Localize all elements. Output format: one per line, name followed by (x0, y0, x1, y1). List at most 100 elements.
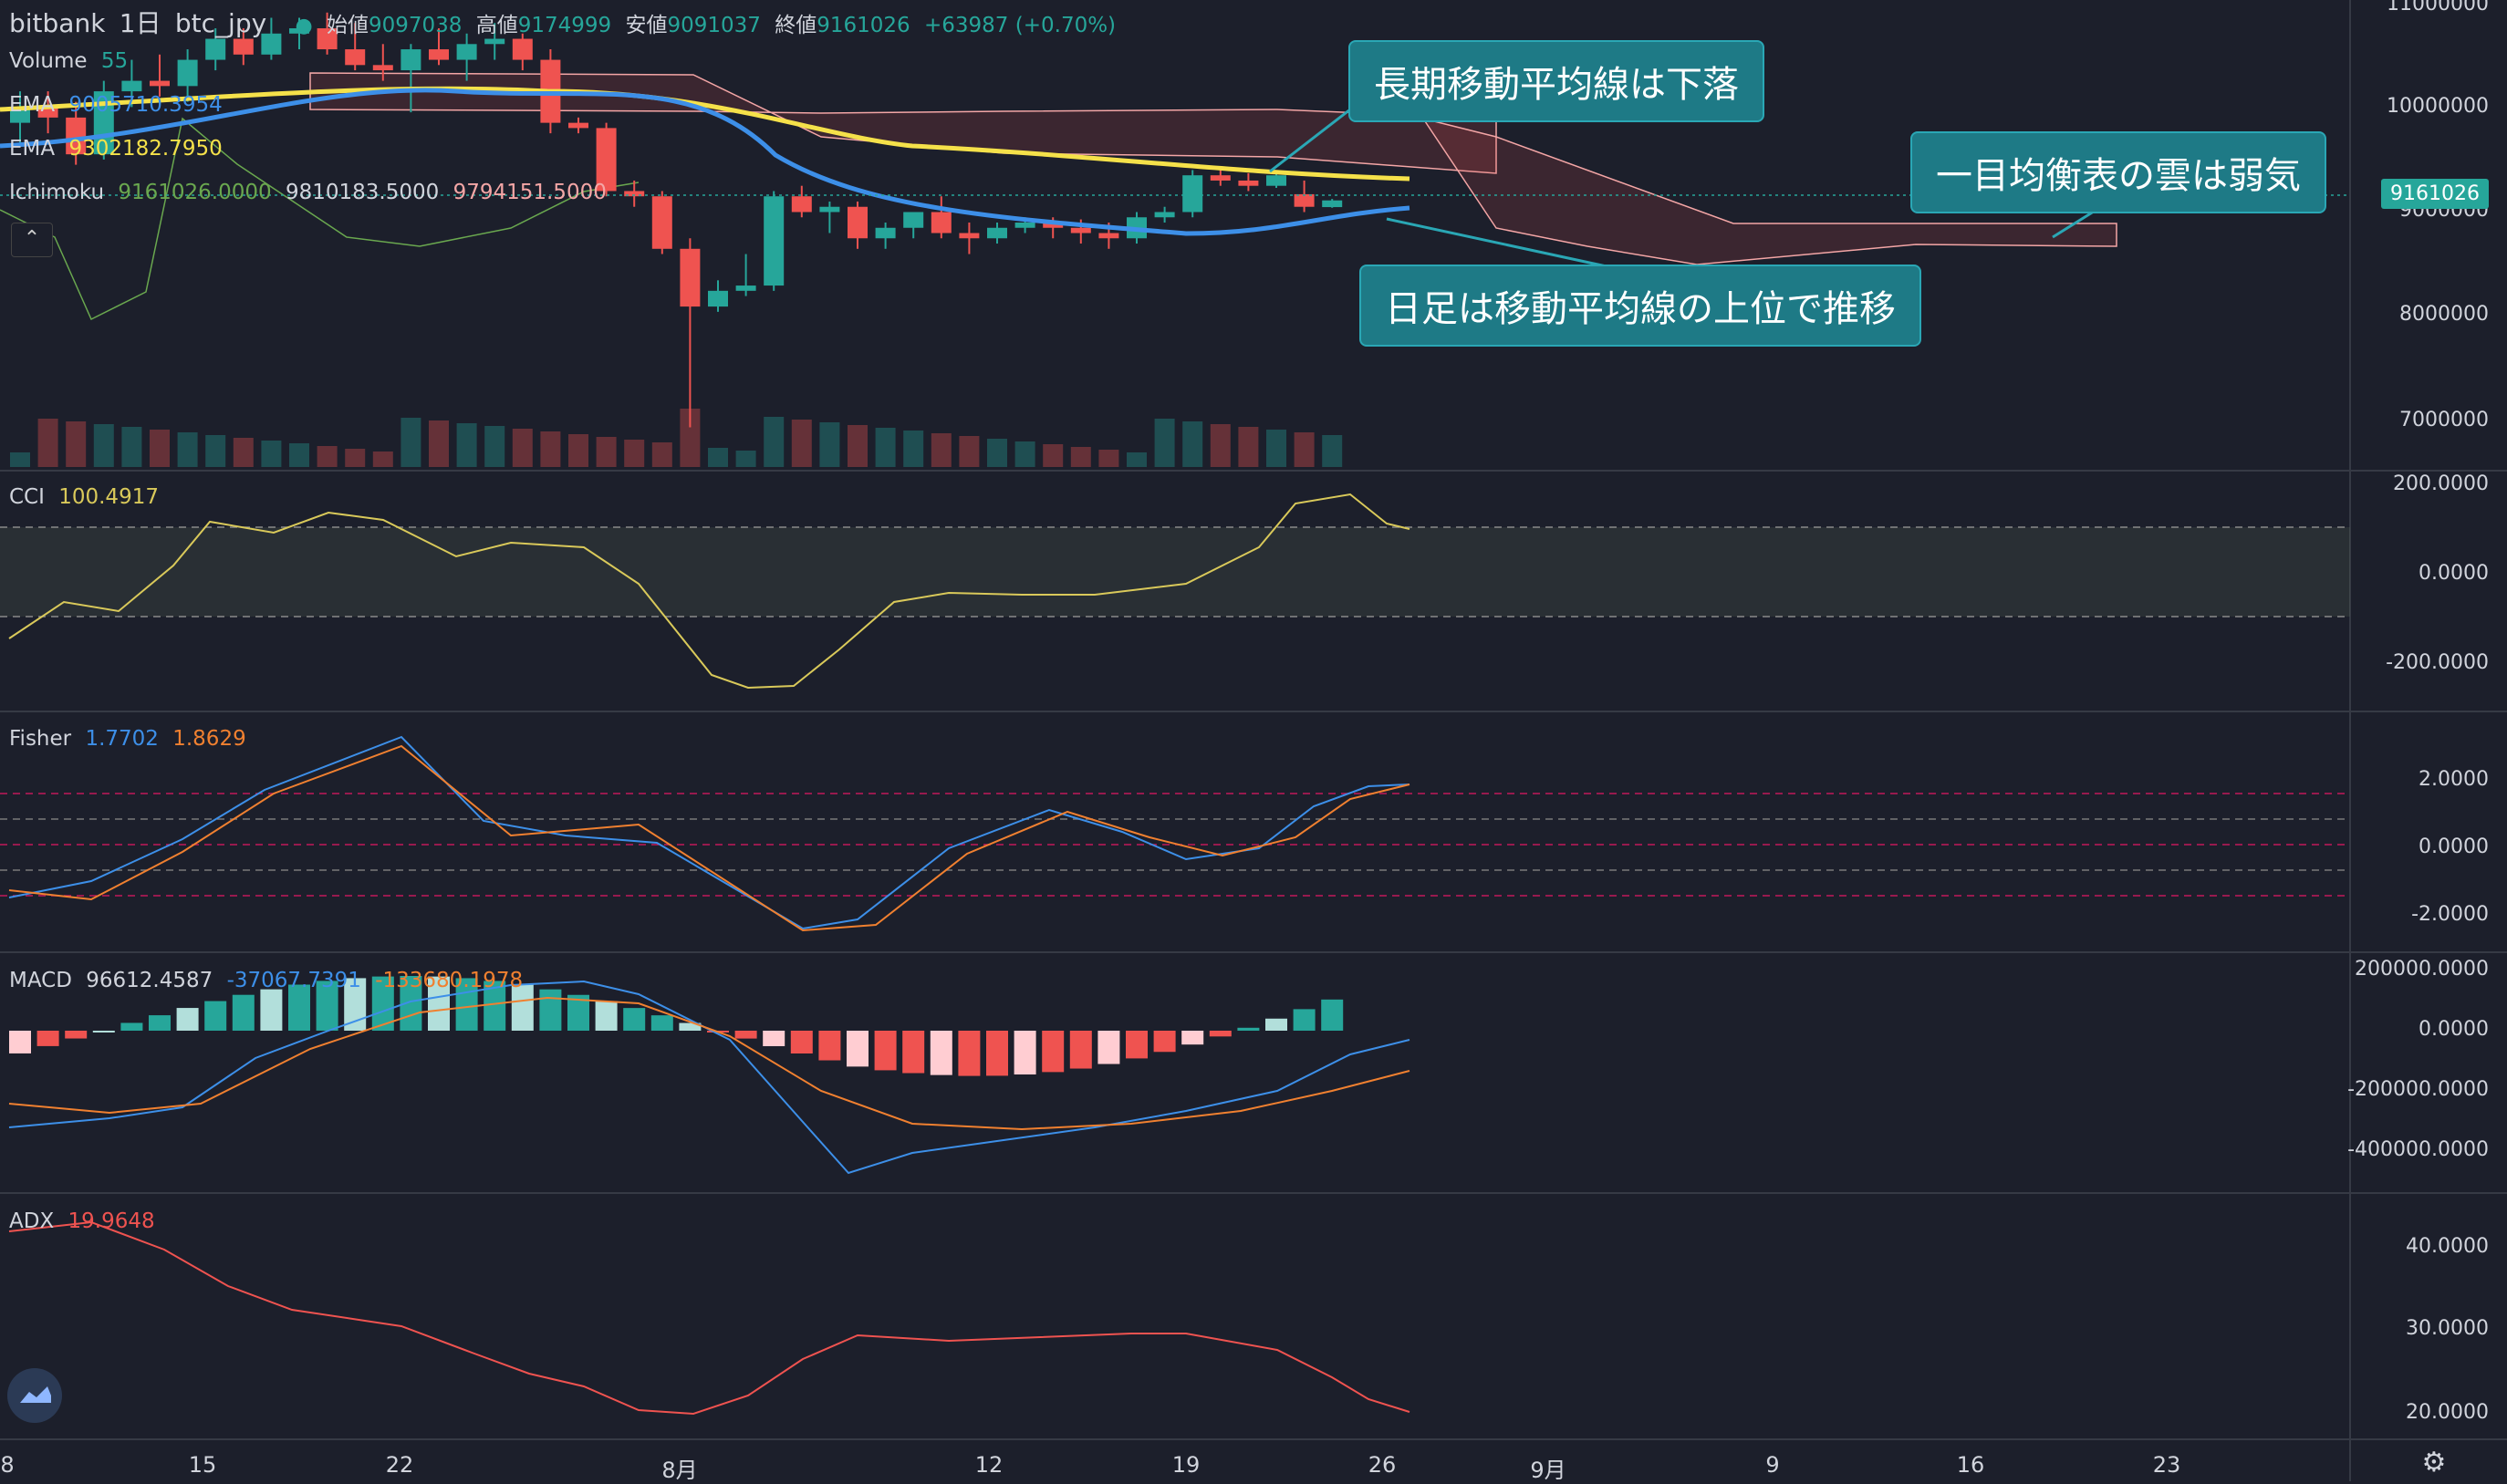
volume-bar (400, 418, 421, 467)
macd-histogram-bar (1153, 1031, 1176, 1053)
candle-body (512, 38, 533, 60)
symbol-header: bitbank 1日 btc_jpy ● 始値9097038 高値9174999… (9, 4, 1123, 40)
macd-histogram-bar (902, 1031, 925, 1074)
volume-bar (484, 426, 505, 467)
macd-histogram-bar (1321, 999, 1344, 1031)
candle-body (875, 227, 896, 239)
ema2-label: EMA (9, 137, 56, 161)
fisher-legend[interactable]: Fisher 1.7702 1.8629 (9, 727, 254, 751)
volume-bar (429, 420, 449, 467)
candle-body (10, 107, 30, 123)
candle-body (261, 33, 282, 55)
volume-bar (1070, 447, 1091, 467)
annotation-pointer (1386, 217, 1616, 270)
volume-bar (177, 432, 198, 467)
ema1-legend[interactable]: EMA 9005710.3954 (9, 93, 230, 117)
volume-bar (1210, 424, 1231, 467)
candle-body (1266, 175, 1286, 186)
ichimoku-label: Ichimoku (9, 181, 105, 204)
macd-histogram-bar (1209, 1031, 1232, 1037)
candle-body (1238, 180, 1259, 186)
candle-body (848, 206, 868, 239)
macd-histogram-bar (92, 1031, 115, 1033)
collapse-legend-button[interactable]: ⌃ (11, 223, 53, 257)
fisher-v1: 1.7702 (85, 727, 159, 751)
ema2-legend[interactable]: EMA 9302182.7950 (9, 137, 230, 161)
candle-body (317, 28, 338, 50)
candle-body (150, 80, 170, 87)
volume-bar (150, 430, 170, 467)
macd-legend[interactable]: MACD 96612.4587 -37067.7391 -133680.1978 (9, 969, 530, 992)
volume-bar (819, 422, 840, 467)
status-dot-icon: ● (295, 15, 313, 37)
interval-label[interactable]: 1日 (119, 8, 161, 38)
exchange-name[interactable]: bitbank (9, 8, 106, 38)
candle-body (429, 49, 449, 60)
macd-histogram-bar (847, 1031, 869, 1067)
macd-histogram-bar (1181, 1031, 1204, 1045)
candle-body (624, 191, 645, 197)
price-axis-tick: 7000000 (2399, 409, 2489, 431)
cci-value: 100.4917 (58, 485, 159, 509)
candle-body (651, 196, 672, 249)
candle-body (372, 65, 393, 71)
macd-signal-line (8, 996, 1410, 1131)
candle-body (596, 128, 617, 192)
annotation-long-ma[interactable]: 長期移動平均線は下落 (1348, 40, 1764, 122)
adx-legend[interactable]: ADX 19.9648 (9, 1209, 162, 1233)
volume-bar (540, 431, 561, 467)
cci-axis-tick: -200.0000 (2386, 651, 2489, 674)
annotation-ichimoku-cloud[interactable]: 一目均衡表の雲は弱気 (1910, 131, 2326, 213)
volume-bar (1182, 421, 1203, 467)
macd-histogram-bar (204, 1001, 227, 1031)
last-price-badge: 9161026 (2381, 179, 2489, 209)
x-axis-tick: 9 (1765, 1452, 1780, 1478)
candle-body (568, 122, 588, 129)
x-axis-tick: 8 (0, 1452, 15, 1478)
tradingview-logo[interactable] (7, 1368, 62, 1423)
volume-bar (624, 440, 645, 467)
volume-bar (791, 420, 812, 467)
volume-bar (233, 438, 254, 467)
macd-histogram-bar (288, 984, 310, 1031)
candle-body (1294, 193, 1315, 207)
volume-bar (651, 442, 672, 467)
macd-histogram-bar (511, 984, 534, 1031)
macd-histogram-bar (1042, 1031, 1065, 1073)
macd-v3: -133680.1978 (375, 969, 524, 992)
volume-bar (10, 452, 30, 467)
volume-label: Volume (9, 49, 88, 73)
candle-body (959, 233, 980, 239)
volume-bar (261, 441, 282, 467)
volume-bar (66, 421, 87, 467)
macd-histogram-bar (1265, 1018, 1287, 1031)
volume-legend[interactable]: Volume 55 (9, 49, 135, 73)
candle-body (205, 38, 226, 60)
symbol-name[interactable]: btc_jpy (174, 8, 267, 38)
fisher-label: Fisher (9, 727, 72, 751)
volume-bar (317, 446, 338, 467)
volume-bar (1154, 419, 1175, 467)
high-value: 9174999 (517, 14, 612, 37)
macd-histogram-bar (1237, 1027, 1260, 1031)
macd-histogram-bar (763, 1031, 785, 1046)
candle-body (121, 80, 142, 92)
annotation-daily-above-ma[interactable]: 日足は移動平均線の上位で推移 (1359, 265, 1921, 347)
macd-histogram-bar (734, 1031, 757, 1039)
macd-histogram-bar (818, 1031, 841, 1061)
settings-gear-icon[interactable]: ⚙ (2421, 1447, 2447, 1479)
cci-legend[interactable]: CCI 100.4917 (9, 485, 166, 509)
macd-histogram-bar (1069, 1031, 1092, 1069)
candle-body (484, 38, 505, 45)
macd-histogram-bar (120, 1022, 143, 1031)
ichimoku-legend[interactable]: Ichimoku 9161026.0000 9810183.5000 97941… (9, 181, 614, 204)
ema1-label: EMA (9, 93, 56, 117)
ichimoku-v1: 9161026.0000 (118, 181, 272, 204)
open-label: 始値 (327, 14, 369, 37)
macd-line (8, 980, 1410, 1175)
macd-histogram-bar (790, 1031, 813, 1054)
candle-body (987, 227, 1007, 239)
fisher-axis-tick: 2.0000 (2419, 768, 2489, 791)
